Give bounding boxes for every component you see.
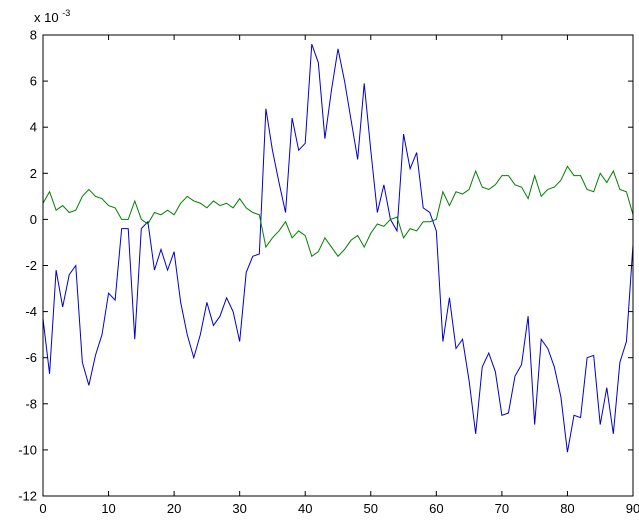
y-tick-label: 2 (30, 166, 37, 181)
x-tick-label: 90 (626, 501, 639, 516)
plot-area (43, 35, 633, 496)
ticks-layer (42, 34, 634, 497)
y-tick-labels: -12 -10 -8 -6 -4 -2 0 2 4 6 8 (18, 28, 37, 504)
y-tick-label: 4 (30, 120, 37, 135)
y-tick-label: -8 (25, 396, 37, 411)
y-tick-label: -6 (25, 350, 37, 365)
exponent-power: -3 (62, 8, 70, 18)
series-line-1 (42, 44, 634, 453)
x-tick-label: 40 (298, 501, 312, 516)
x-tick-label: 20 (167, 501, 181, 516)
x-tick-labels: 0 10 20 30 40 50 60 70 80 90 (39, 501, 639, 516)
y-tick-label: -10 (18, 442, 37, 457)
y-tick-label: -2 (25, 258, 37, 273)
exponent-base: x 10 (34, 10, 59, 25)
x-tick-label: 30 (232, 501, 246, 516)
x-tick-label: 70 (495, 501, 509, 516)
axis-exponent-label: x 10 -3 (34, 8, 70, 25)
y-tick-label: -12 (18, 489, 37, 504)
y-tick-label: -4 (25, 304, 37, 319)
y-tick-label: 6 (30, 74, 37, 89)
plot-background (43, 35, 633, 496)
x-tick-label: 80 (560, 501, 574, 516)
series-line-2 (42, 165, 634, 258)
x-tick-label: 10 (101, 501, 115, 516)
x-tick-label: 60 (429, 501, 443, 516)
y-tick-label: 0 (30, 212, 37, 227)
x-tick-label: 0 (39, 501, 46, 516)
x-tick-label: 50 (364, 501, 378, 516)
y-tick-label: 8 (30, 28, 37, 43)
series-layer (42, 44, 634, 453)
